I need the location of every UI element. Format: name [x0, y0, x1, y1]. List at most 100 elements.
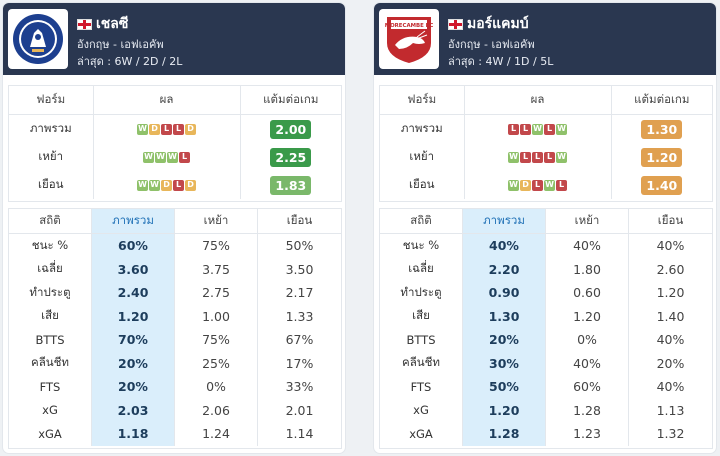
stat-home: 0.60: [545, 281, 629, 305]
result-chip[interactable]: W: [556, 123, 568, 135]
stat-overall: 2.20: [462, 257, 546, 281]
result-chip[interactable]: W: [544, 179, 556, 191]
stat-label: BTTS: [35, 332, 65, 347]
stat-home: 1.28: [545, 398, 629, 422]
stats-table: สถิติ ภาพรวม เหย้า เยือน ชนะ % 60% 75% 50% เ…: [8, 208, 342, 449]
result-chip[interactable]: W: [143, 151, 155, 163]
result-chip[interactable]: W: [508, 179, 520, 191]
team-name-label[interactable]: เชลซี: [96, 16, 129, 32]
result-chip[interactable]: L: [544, 151, 556, 163]
team-header: เชลซี อังกฤษ - เอฟเอคัพ ล่าสุด : 6W / 2D…: [3, 3, 345, 75]
stats-header-stat: สถิติ: [380, 209, 463, 234]
result-chip[interactable]: W: [137, 179, 149, 191]
england-flag-icon: [448, 18, 463, 30]
stat-home: 0%: [174, 375, 258, 399]
form-row: ภาพรวม W D L L D 2.00: [9, 115, 341, 143]
stat-label: ชนะ %: [402, 237, 440, 252]
stat-away: 33%: [257, 375, 341, 399]
stat-label: เฉลี่ย: [37, 261, 63, 276]
result-chip[interactable]: L: [179, 151, 191, 163]
result-chip[interactable]: L: [544, 123, 556, 135]
stat-label: xG: [413, 403, 429, 418]
result-chip[interactable]: W: [532, 123, 544, 135]
result-chip[interactable]: L: [520, 151, 532, 163]
form-header-results: ผล: [463, 86, 612, 114]
league-label: อังกฤษ - เอฟเอคัพ: [77, 38, 164, 51]
stat-label: เฉลี่ย: [408, 261, 434, 276]
result-chip[interactable]: W: [137, 123, 149, 135]
stats-header-away: เยือน: [257, 209, 341, 234]
stat-away: 40%: [628, 328, 712, 352]
form-row-label: เยือน: [409, 177, 435, 191]
ppg-badge: 1.20: [641, 147, 683, 167]
league-label: อังกฤษ - เอฟเอคัพ: [448, 38, 535, 51]
result-chip[interactable]: L: [532, 179, 544, 191]
stat-overall: 60%: [91, 233, 175, 258]
stat-overall: 50%: [462, 375, 546, 399]
stat-label: คลีนชีท: [402, 355, 440, 370]
stat-overall: 20%: [462, 328, 546, 352]
result-chip[interactable]: D: [185, 123, 197, 135]
ppg-badge: 1.30: [641, 119, 683, 139]
stat-away: 20%: [628, 351, 712, 375]
stat-away: 3.50: [257, 257, 341, 281]
stat-away: 50%: [257, 233, 341, 258]
team-name[interactable]: มอร์แคมบ์: [448, 13, 529, 35]
stat-overall: 20%: [91, 375, 175, 399]
stat-home: 25%: [174, 351, 258, 375]
result-chip[interactable]: D: [161, 179, 173, 191]
table-row: เสีย 1.20 1.00 1.33: [9, 304, 341, 328]
stat-home: 1.24: [174, 422, 258, 446]
stat-overall: 70%: [91, 328, 175, 352]
table-row: เสีย 1.30 1.20 1.40: [380, 304, 712, 328]
form-row-label: เยือน: [38, 177, 64, 191]
result-chip[interactable]: W: [508, 151, 520, 163]
stat-away: 1.40: [628, 304, 712, 328]
result-chip[interactable]: W: [149, 179, 161, 191]
form-row-label: ภาพรวม: [400, 121, 443, 135]
result-chip[interactable]: L: [532, 151, 544, 163]
stat-away: 40%: [628, 233, 712, 258]
recent-record: ล่าสุด : 4W / 1D / 5L: [448, 55, 554, 68]
result-chip[interactable]: D: [149, 123, 161, 135]
morecambe-crest-icon[interactable]: MORECAMBE FC: [379, 9, 439, 69]
stat-overall: 1.20: [91, 304, 175, 328]
stat-home: 1.80: [545, 257, 629, 281]
result-chip[interactable]: L: [161, 123, 173, 135]
result-chip[interactable]: L: [173, 123, 185, 135]
stat-away: 17%: [257, 351, 341, 375]
table-row: เฉลี่ย 3.60 3.75 3.50: [9, 257, 341, 281]
table-row: xGA 1.18 1.24 1.14: [9, 422, 341, 446]
result-chip[interactable]: D: [520, 179, 532, 191]
result-chip[interactable]: D: [185, 179, 197, 191]
stat-home: 40%: [545, 233, 629, 258]
ppg-badge: 2.25: [270, 147, 312, 167]
result-chip[interactable]: L: [556, 179, 568, 191]
result-chip[interactable]: W: [155, 151, 167, 163]
result-chip[interactable]: L: [508, 123, 520, 135]
table-row: ทำประตู 0.90 0.60 1.20: [380, 281, 712, 305]
team-name-label[interactable]: มอร์แคมบ์: [467, 16, 529, 32]
team-name[interactable]: เชลซี: [77, 13, 128, 35]
result-chip[interactable]: L: [520, 123, 532, 135]
stats-header-overall: ภาพรวม: [462, 209, 546, 234]
result-chip[interactable]: W: [167, 151, 179, 163]
table-row: xG 1.20 1.28 1.13: [380, 398, 712, 422]
stat-home: 2.06: [174, 398, 258, 422]
stats-header-overall: ภาพรวม: [91, 209, 175, 234]
stats-header-away: เยือน: [628, 209, 712, 234]
stat-overall: 1.20: [462, 398, 546, 422]
stat-away: 1.14: [257, 422, 341, 446]
form-header-form: ฟอร์ม: [36, 92, 66, 106]
result-chip[interactable]: L: [173, 179, 185, 191]
stat-away: 2.17: [257, 281, 341, 305]
chelsea-crest-icon[interactable]: [8, 9, 68, 69]
result-chip[interactable]: W: [556, 151, 568, 163]
form-table: ฟอร์ม ผล แต้มต่อเกม ภาพรวม W D L L D 2.00 เหย้า…: [8, 85, 342, 202]
stat-overall: 2.03: [91, 398, 175, 422]
stat-label: FTS: [39, 379, 61, 394]
table-row: xGA 1.28 1.23 1.32: [380, 422, 712, 446]
